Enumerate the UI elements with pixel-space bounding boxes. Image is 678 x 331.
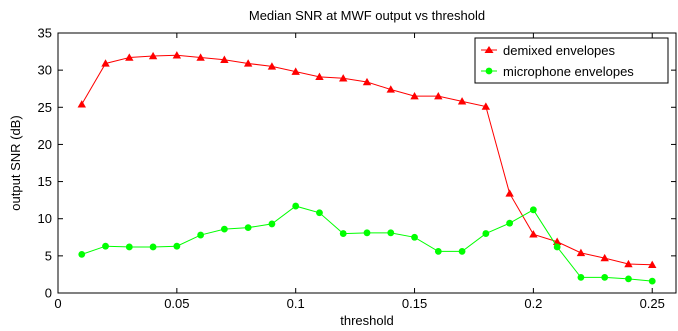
data-point-microphone-envelopes	[601, 274, 609, 281]
y-tick-label: 5	[45, 248, 52, 263]
data-point-microphone-envelopes	[434, 248, 442, 255]
data-point-microphone-envelopes	[316, 209, 323, 217]
data-point-demixed-envelopes	[101, 59, 110, 67]
legend-label-microphone: microphone envelopes	[503, 64, 634, 79]
data-point-demixed-envelopes	[220, 55, 229, 63]
legend-marker-demixed-triangle	[484, 46, 494, 53]
y-tick-label: 10	[38, 211, 52, 226]
data-point-microphone-envelopes	[387, 229, 395, 237]
data-point-microphone-envelopes	[220, 225, 228, 233]
data-point-demixed-envelopes	[576, 248, 586, 257]
axes-layer: 0 0.05 0.1 0.15 0.2 0.25 0 5 10 15 20 25 30 35	[38, 26, 676, 311]
legend-box	[474, 37, 669, 84]
x-tick-label: 0.25	[640, 296, 665, 311]
y-tick-label: 0	[45, 286, 52, 301]
data-point-microphone-envelopes	[458, 248, 466, 255]
y-tick-label: 20	[38, 137, 52, 152]
data-point-demixed-envelopes	[267, 62, 277, 70]
data-point-demixed-envelopes	[125, 53, 134, 61]
data-point-demixed-envelopes	[624, 259, 633, 268]
legend-label-demixed: demixed envelopes	[503, 43, 616, 58]
data-point-microphone-envelopes	[625, 275, 632, 283]
y-tick-label: 30	[38, 63, 52, 78]
data-point-demixed-envelopes	[505, 189, 514, 197]
data-point-microphone-envelopes	[102, 242, 109, 250]
plot-frame	[57, 32, 677, 294]
chart-title: Median SNR at MWF output vs threshold	[249, 8, 485, 23]
x-tick-label: 0.1	[287, 296, 305, 311]
data-point-demixed-envelopes	[457, 97, 467, 105]
data-point-demixed-envelopes	[600, 253, 609, 262]
data-point-microphone-envelopes	[292, 202, 300, 210]
data-point-demixed-envelopes	[339, 74, 348, 82]
x-tick-label: 0.2	[524, 296, 542, 311]
data-point-demixed-envelopes	[434, 91, 443, 100]
data-point-microphone-envelopes	[244, 224, 252, 232]
data-point-microphone-envelopes	[506, 219, 514, 227]
data-point-demixed-envelopes	[529, 230, 538, 238]
x-axis-label: threshold	[340, 313, 393, 326]
data-point-microphone-envelopes	[173, 242, 181, 250]
data-point-microphone-envelopes	[482, 230, 490, 237]
data-point-microphone-envelopes	[529, 206, 537, 214]
data-point-microphone-envelopes	[125, 243, 133, 251]
data-point-demixed-envelopes	[243, 59, 253, 67]
x-tick-label: 0	[54, 296, 61, 311]
y-axis-label: output SNR (dB)	[8, 115, 23, 210]
data-point-microphone-envelopes	[363, 229, 371, 237]
data-point-microphone-envelopes	[648, 277, 656, 285]
data-point-microphone-envelopes	[149, 243, 157, 251]
data-point-demixed-envelopes	[481, 102, 491, 110]
data-point-demixed-envelopes	[362, 77, 372, 86]
x-tick-label: 0.15	[402, 296, 427, 311]
data-point-microphone-envelopes	[553, 243, 561, 251]
data-point-microphone-envelopes	[78, 250, 86, 258]
data-point-demixed-envelopes	[196, 53, 205, 61]
data-point-demixed-envelopes	[386, 85, 395, 93]
data-point-demixed-envelopes	[410, 91, 419, 100]
data-point-demixed-envelopes	[291, 67, 300, 75]
data-point-microphone-envelopes	[197, 231, 205, 239]
legend-marker-microphone-circle	[485, 67, 493, 75]
y-tick-label: 35	[38, 26, 52, 41]
plot-area	[57, 32, 677, 294]
series-layer	[77, 51, 657, 285]
data-point-microphone-envelopes	[268, 220, 276, 228]
data-point-demixed-envelopes	[148, 51, 158, 60]
data-point-demixed-envelopes	[77, 100, 86, 108]
data-point-demixed-envelopes	[315, 72, 324, 81]
data-point-microphone-envelopes	[577, 274, 585, 281]
data-point-demixed-envelopes	[172, 51, 182, 59]
y-tick-label: 15	[38, 174, 52, 189]
x-tick-label: 0.05	[164, 296, 189, 311]
y-tick-label: 25	[38, 100, 52, 115]
data-point-microphone-envelopes	[339, 230, 347, 237]
data-point-microphone-envelopes	[411, 233, 418, 241]
legend: demixed envelopes microphone envelopes	[474, 37, 669, 84]
data-point-demixed-envelopes	[648, 260, 657, 268]
